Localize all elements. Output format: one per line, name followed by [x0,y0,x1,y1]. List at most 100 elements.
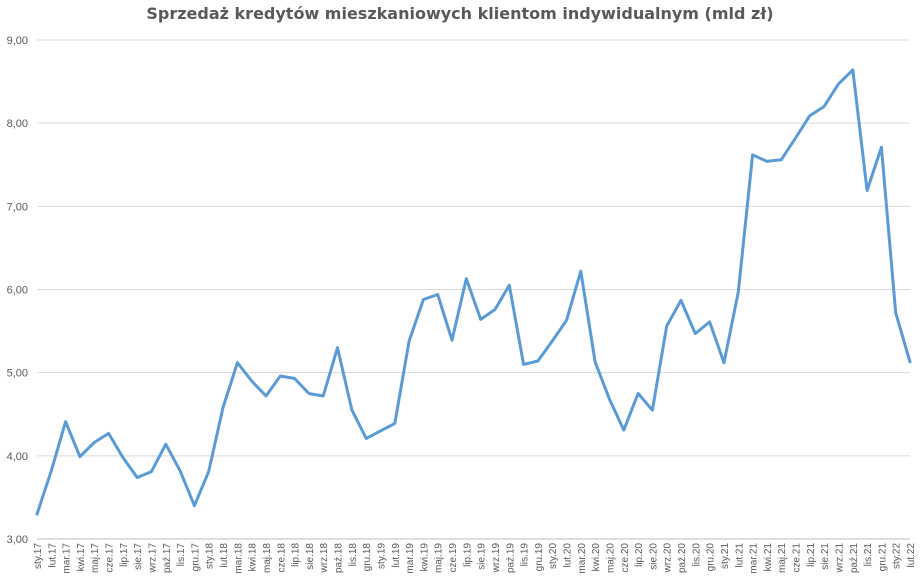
x-tick-label: lut.22 [906,543,917,568]
x-axis-ticks: sty.17 lut.17 mar.17 kwi.17 maj.17 cze.17 lip.… [33,543,917,574]
x-tick-label: kwi.20 [591,543,602,572]
data-point [107,432,110,435]
data-point [679,299,683,302]
data-point [250,379,253,383]
data-point [779,158,783,161]
y-tick-label: 3,00 [7,534,28,546]
x-tick-label: cze.17 [105,543,116,573]
data-point [579,270,583,273]
x-tick-label: wrz.17 [147,543,158,574]
x-tick-label: wrz.21 [834,543,845,574]
x-tick-label: sty.20 [548,543,559,569]
data-point [78,455,82,458]
x-tick-label: sie.18 [305,543,316,570]
y-tick-label: 5,00 [7,368,28,380]
x-tick-label: kwi.18 [248,543,259,572]
x-tick-label: lip.19 [462,543,473,567]
data-point [393,422,396,425]
x-tick-label: maj.18 [262,543,273,573]
x-tick-label: sty.19 [376,543,387,569]
data-point [264,394,268,398]
data-point [665,324,668,328]
x-tick-label: mar.21 [749,543,760,574]
data-point [880,146,883,149]
series-line [35,68,912,516]
x-tick-label: cze.19 [448,543,459,573]
x-tick-label: mar.17 [62,543,73,574]
y-tick-label: 4,00 [7,451,28,463]
x-tick-label: kwi.17 [76,543,87,572]
data-point [450,339,454,342]
data-point [164,442,168,446]
data-point [493,308,497,311]
x-tick-label: lut.18 [219,543,230,568]
data-point [722,361,726,364]
x-tick-label: kwi.19 [419,543,430,572]
data-point [293,377,296,380]
x-tick-label: paź.21 [849,543,860,573]
x-tick-label: maj.19 [434,543,445,573]
data-point [193,504,196,507]
data-point [93,441,96,444]
data-point [350,408,354,412]
x-tick-label: gru.20 [706,543,717,572]
x-tick-label: lis.17 [176,543,187,567]
x-tick-label: paź.17 [162,543,173,573]
data-point [865,189,869,192]
x-tick-label: mar.20 [577,543,588,574]
x-tick-label: lut.21 [734,543,745,568]
data-point [422,298,425,301]
x-tick-label: sty.17 [33,543,44,569]
x-tick-label: maj.17 [90,543,101,573]
data-point [837,82,840,86]
x-tick-label: cze.21 [792,543,803,573]
x-tick-label: lip.18 [291,543,302,567]
x-tick-label: gru.17 [190,543,201,572]
series-layer [35,68,912,516]
data-point [407,339,411,343]
data-point [364,437,368,440]
x-tick-label: wrz.20 [663,543,674,574]
x-tick-label: lis.18 [348,543,359,567]
x-tick-label: maj.20 [605,543,616,573]
x-tick-label: lut.17 [47,543,58,568]
data-point [622,428,625,432]
x-tick-label: cze.20 [620,543,631,573]
x-tick-label: lis.20 [691,543,702,567]
data-point [536,359,540,363]
data-point [150,470,153,473]
x-tick-label: lut.19 [391,543,402,568]
x-tick-label: gru.18 [362,543,373,572]
x-tick-label: wrz.18 [319,543,330,574]
x-tick-label: sty.18 [205,543,216,569]
data-point [50,469,53,473]
y-tick-label: 7,00 [7,201,28,213]
data-point [765,160,769,163]
data-point [565,319,568,322]
data-point [221,406,225,409]
data-point [908,360,912,364]
data-point [336,346,339,349]
data-point [508,284,511,287]
data-point [851,68,854,72]
chart-title: Sprzedaż kredytów mieszkaniowych kliento… [146,4,774,23]
data-point [551,339,554,343]
data-point [708,320,711,324]
data-point [307,392,311,395]
data-point [522,363,525,366]
x-tick-label: paź.18 [334,543,345,573]
x-tick-label: lip.20 [634,543,645,567]
x-tick-label: sie.19 [477,543,488,570]
x-tick-label: paź.19 [505,543,516,573]
data-point [894,311,897,314]
data-point [135,476,139,479]
data-point [207,470,210,473]
data-point [636,392,640,395]
data-point [822,105,826,108]
data-point [479,318,482,321]
x-tick-label: mar.18 [233,543,244,574]
x-tick-label: lut.20 [563,543,574,568]
data-point [236,361,239,364]
data-point [465,277,468,280]
